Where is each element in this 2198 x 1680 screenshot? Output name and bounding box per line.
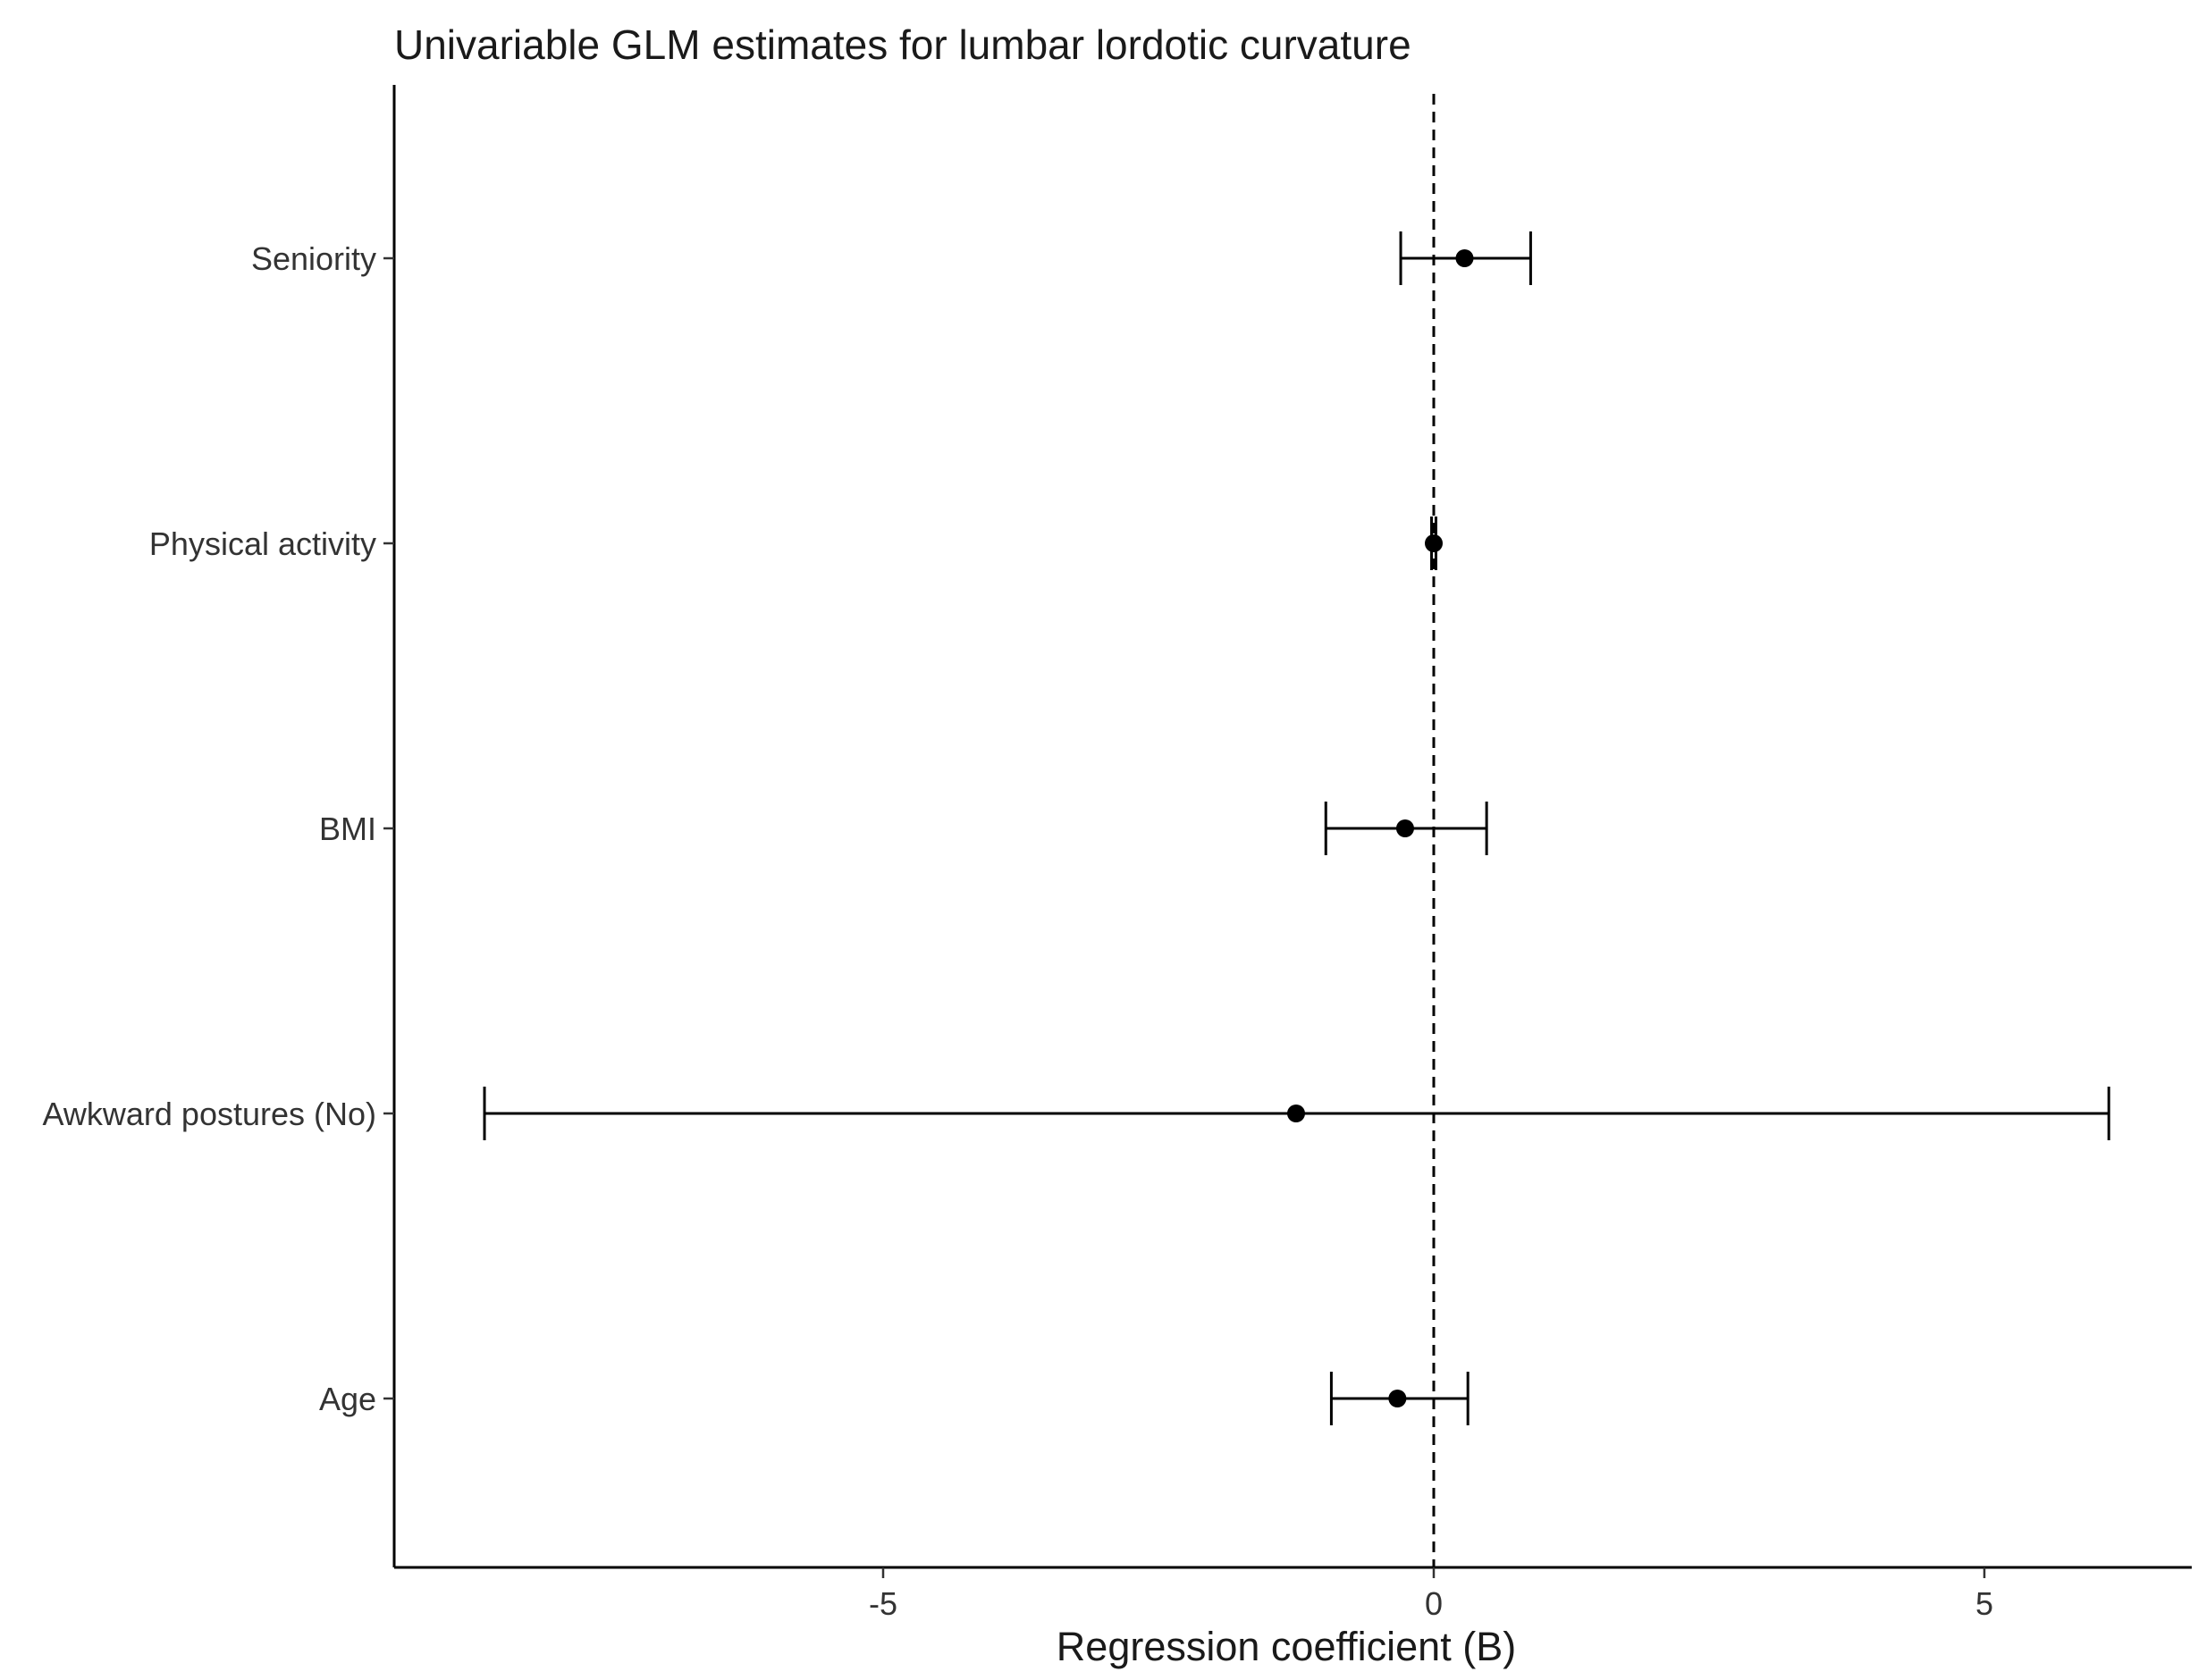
x-tick-label: -5 bbox=[869, 1585, 897, 1622]
y-tick-label: Age bbox=[319, 1381, 376, 1417]
estimate-point bbox=[1395, 819, 1414, 837]
x-axis-title: Regression coefficient (B) bbox=[1057, 1624, 1516, 1669]
estimate-point bbox=[1425, 534, 1443, 552]
estimate-point bbox=[1287, 1105, 1305, 1122]
x-tick-label: 5 bbox=[1975, 1585, 1993, 1622]
y-tick-label: Seniority bbox=[251, 240, 376, 277]
y-tick-label: Awkward postures (No) bbox=[43, 1096, 376, 1132]
y-tick-label: BMI bbox=[319, 811, 376, 847]
y-tick-label: Physical activity bbox=[149, 525, 376, 562]
estimate-point bbox=[1455, 249, 1474, 267]
x-tick-label: 0 bbox=[1425, 1585, 1443, 1622]
estimate-point bbox=[1388, 1390, 1407, 1407]
chart-title: Univariable GLM estimates for lumbar lor… bbox=[394, 21, 1411, 68]
plot-area: -5 0 5 Seniority Physical activity BMI Awkward… bbox=[43, 85, 2192, 1622]
